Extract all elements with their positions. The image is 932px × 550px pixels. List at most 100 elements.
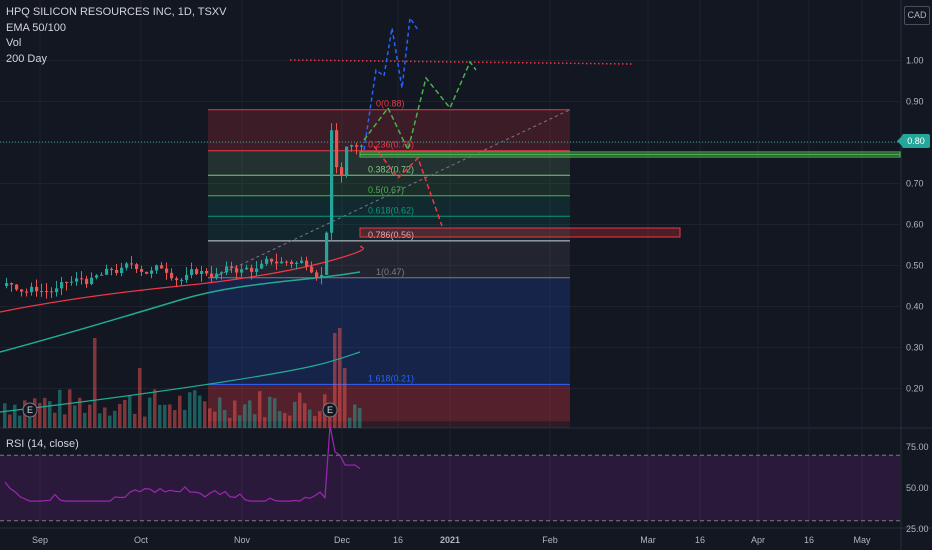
volume-bar — [128, 395, 132, 428]
candle-body — [160, 265, 164, 269]
x-tick-label: Oct — [134, 535, 149, 545]
candle-body — [255, 268, 259, 272]
candle-body — [295, 262, 299, 264]
rsi-tick-label: 50.00 — [906, 483, 929, 493]
candle-body — [260, 263, 264, 269]
candle-body — [30, 286, 34, 293]
candle-body — [265, 258, 269, 264]
volume-bar — [293, 401, 297, 428]
y-tick-label: 1.00 — [906, 56, 924, 66]
candle-body — [125, 263, 129, 268]
candle-body — [210, 273, 214, 278]
volume-legend[interactable]: Vol — [6, 37, 22, 49]
x-tick-label: Sep — [32, 535, 48, 545]
candle-body — [185, 274, 189, 280]
volume-bar — [278, 411, 282, 428]
volume-bar — [88, 404, 92, 428]
candle-body — [340, 167, 344, 176]
candle-body — [155, 265, 159, 271]
candle-body — [75, 278, 79, 282]
volume-bar — [78, 397, 82, 428]
volume-bar — [38, 403, 42, 428]
volume-bar — [108, 415, 112, 428]
volume-bar — [253, 414, 257, 428]
candle-body — [245, 267, 249, 270]
symbol-title[interactable]: HPQ SILICON RESOURCES INC, 1D, TSXV — [6, 6, 227, 18]
volume-bar — [333, 333, 337, 428]
candle-body — [190, 269, 194, 275]
volume-bar — [3, 403, 7, 428]
volume-bar — [233, 400, 237, 428]
candle-body — [50, 291, 54, 293]
volume-bar — [193, 390, 197, 428]
volume-bar — [13, 404, 17, 428]
candle-body — [100, 274, 104, 276]
volume-bar — [313, 416, 317, 428]
x-tick-label: 16 — [804, 535, 814, 545]
volume-bar — [198, 395, 202, 428]
volume-bar — [143, 416, 147, 428]
y-tick-label: 0.40 — [906, 302, 924, 312]
volume-bar — [153, 389, 157, 428]
sma200-line — [0, 351, 361, 413]
volume-bar — [338, 328, 342, 428]
candle-body — [315, 272, 319, 278]
candle-body — [325, 232, 329, 275]
volume-bar — [168, 404, 172, 428]
candle-body — [320, 274, 324, 278]
volume-bar — [298, 392, 302, 428]
fib-level-label: 0(0.88) — [376, 99, 405, 109]
volume-bar — [273, 398, 277, 428]
volume-bar — [28, 409, 32, 428]
last-price-tag: 0.80 — [897, 134, 930, 148]
candle-body — [165, 268, 169, 273]
candle-body — [85, 278, 89, 285]
x-tick-label: Apr — [751, 535, 765, 545]
candle-body — [170, 272, 174, 279]
volume-bar — [8, 414, 12, 428]
candle-body — [175, 278, 179, 281]
y-tick-label: 0.30 — [906, 343, 924, 353]
volume-bar — [263, 417, 267, 428]
candle-body — [20, 289, 24, 292]
candle-body — [145, 271, 149, 274]
volume-bar — [343, 368, 347, 428]
ema-legend[interactable]: EMA 50/100 — [6, 21, 66, 34]
volume-bar — [43, 397, 47, 428]
wave-projection-green — [363, 60, 477, 153]
candle-body — [10, 283, 14, 285]
volume-bar — [103, 407, 107, 428]
volume-bar — [63, 414, 67, 428]
candle-body — [95, 275, 99, 278]
wave-projection-red — [373, 145, 443, 227]
volume-bar — [213, 411, 217, 428]
fib-zone — [208, 195, 570, 217]
candle-body — [200, 270, 204, 274]
rsi-legend[interactable]: RSI (14, close) — [6, 438, 79, 450]
candle-body — [140, 269, 144, 272]
rsi-line — [4, 425, 361, 502]
volume-bar — [18, 415, 22, 428]
candle-body — [180, 279, 184, 281]
currency-badge[interactable]: CAD — [904, 6, 930, 25]
candle-body — [90, 277, 94, 285]
candle-body — [5, 283, 9, 286]
resistance-line — [289, 59, 633, 65]
ema100-line — [0, 271, 361, 353]
volume-bar — [118, 403, 122, 428]
volume-bar — [178, 395, 182, 428]
volume-bar — [73, 405, 77, 428]
volume-bar — [283, 412, 287, 428]
volume-bar — [228, 417, 232, 428]
x-tick-label: Dec — [334, 535, 351, 545]
target-box — [359, 227, 681, 238]
volume-bar — [258, 391, 262, 428]
candle-body — [105, 268, 109, 275]
candle-body — [235, 268, 239, 273]
volume-bar — [133, 413, 137, 428]
candle-body — [25, 291, 29, 293]
y-tick-label: 0.60 — [906, 220, 924, 230]
candle-body — [115, 269, 119, 273]
sma-legend[interactable]: 200 Day — [6, 52, 47, 65]
